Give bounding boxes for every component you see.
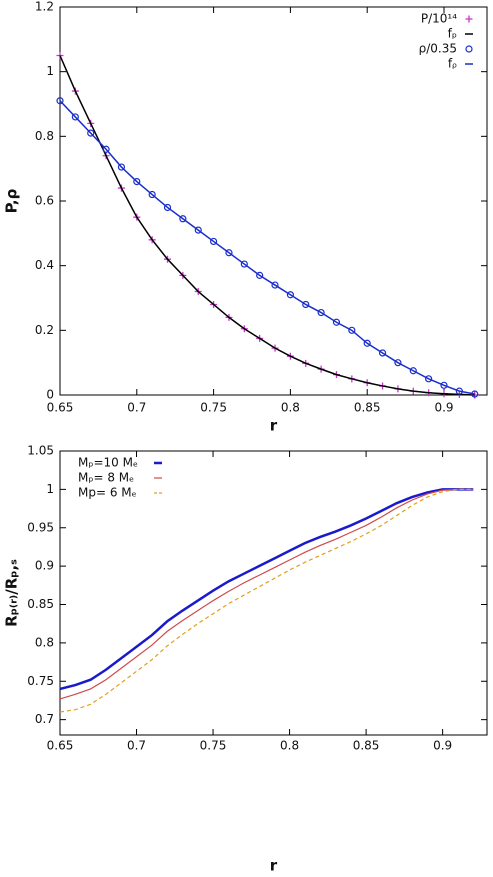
point bbox=[71, 113, 79, 121]
x-tick-label: 0.65 bbox=[47, 401, 74, 415]
x-axis-label: r bbox=[270, 417, 278, 435]
point bbox=[286, 291, 294, 299]
point bbox=[302, 300, 310, 309]
legend-label: Mp= 6 Mₑ bbox=[78, 486, 137, 500]
point bbox=[332, 318, 341, 326]
point bbox=[317, 308, 325, 317]
y-tick-label: 0 bbox=[46, 388, 54, 402]
point bbox=[225, 249, 233, 257]
y-tick-label: 1.2 bbox=[35, 0, 54, 14]
legend-swatch bbox=[465, 45, 473, 53]
legend-label: Mₚ=10 Mₑ bbox=[78, 456, 138, 470]
point bbox=[148, 190, 156, 199]
series-line bbox=[59, 488, 474, 691]
x-axis-label: r bbox=[270, 857, 278, 875]
x-tick-label: 0.75 bbox=[200, 401, 227, 415]
point bbox=[256, 271, 264, 279]
x-tick-label: 0.9 bbox=[434, 401, 453, 415]
plot-frame bbox=[59, 6, 488, 396]
point bbox=[102, 145, 110, 153]
legend-label: fₚ bbox=[448, 27, 457, 41]
series-line bbox=[59, 488, 474, 713]
point bbox=[409, 367, 417, 375]
point bbox=[194, 226, 202, 234]
y-tick-label: 0.4 bbox=[35, 258, 54, 272]
point bbox=[209, 237, 218, 246]
x-tick-label: 0.85 bbox=[354, 401, 381, 415]
y-tick-label: 0.9 bbox=[35, 559, 54, 573]
point bbox=[133, 178, 141, 186]
legend-swatch bbox=[465, 15, 473, 23]
y-tick-label: 0.85 bbox=[27, 597, 54, 611]
point bbox=[87, 129, 95, 137]
point bbox=[348, 326, 356, 334]
series-line bbox=[59, 488, 474, 700]
y-tick-label: 0.6 bbox=[35, 194, 54, 208]
x-tick-label: 0.8 bbox=[281, 401, 300, 415]
point bbox=[378, 349, 387, 357]
x-tick-label: 0.7 bbox=[127, 739, 146, 753]
y-tick-label: 0.75 bbox=[27, 674, 54, 688]
plot-frame bbox=[59, 450, 488, 736]
point bbox=[271, 281, 279, 289]
x-tick-label: 0.8 bbox=[280, 739, 299, 753]
y-tick-label: 0.95 bbox=[27, 520, 54, 534]
x-tick-label: 0.9 bbox=[433, 739, 452, 753]
point bbox=[240, 260, 248, 268]
y-tick-label: 1 bbox=[46, 64, 54, 78]
point bbox=[440, 381, 448, 389]
y-tick-label: 1 bbox=[46, 482, 54, 496]
x-tick-label: 0.7 bbox=[127, 401, 146, 415]
y-axis-label: Rₚ₍ᵣ₎/Rₚ,ₛ bbox=[3, 559, 21, 627]
series-line bbox=[59, 100, 475, 395]
series-line bbox=[59, 55, 475, 396]
y-axis-label: P,ρ bbox=[3, 188, 21, 213]
point bbox=[163, 203, 172, 212]
y-tick-label: 0.7 bbox=[35, 712, 54, 726]
point bbox=[394, 359, 402, 367]
point bbox=[179, 215, 187, 223]
y-tick-label: 0.2 bbox=[35, 323, 54, 337]
legend-label: P/10¹⁴ bbox=[421, 12, 457, 26]
x-tick-label: 0.85 bbox=[353, 739, 380, 753]
legend-label: ρ/0.35 bbox=[419, 42, 457, 56]
legend-label: fᵨ bbox=[448, 57, 457, 71]
point bbox=[56, 97, 64, 105]
y-tick-label: 0.8 bbox=[35, 129, 54, 143]
point bbox=[425, 375, 433, 383]
x-tick-label: 0.65 bbox=[47, 739, 74, 753]
y-tick-label: 0.8 bbox=[35, 635, 54, 649]
point bbox=[117, 163, 126, 171]
point bbox=[363, 339, 371, 347]
x-tick-label: 0.75 bbox=[200, 739, 227, 753]
legend-label: Mₚ= 8 Mₑ bbox=[78, 471, 134, 485]
y-tick-label: 1.05 bbox=[27, 444, 54, 458]
